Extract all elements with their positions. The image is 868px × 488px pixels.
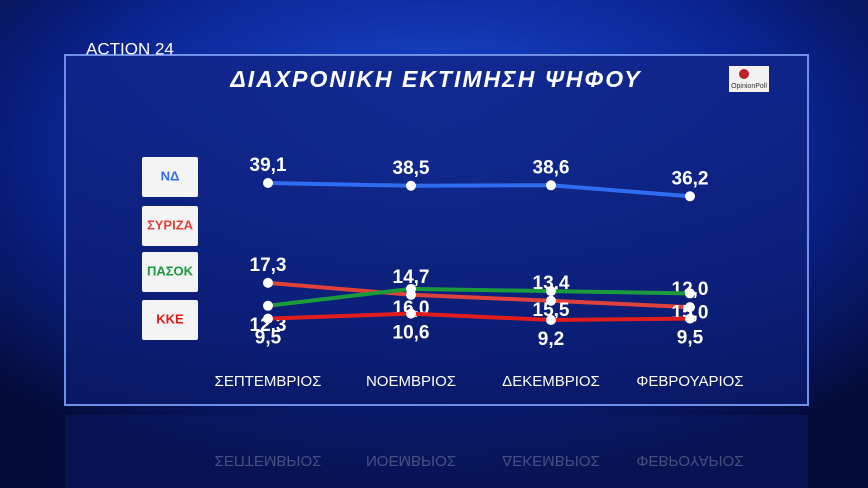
legend-label: ΠΑΣΟΚ — [147, 263, 194, 278]
data-label: 15,5 — [533, 300, 570, 321]
data-point — [685, 302, 695, 313]
x-tick-reflection: ΦΕΒΡΟΥΑΡΙΟΣ — [636, 452, 743, 469]
series-line — [267, 181, 691, 199]
legend-label: ΝΔ — [161, 168, 180, 183]
x-tick-label: ΔΕΚΕΜΒΡΙΟΣ — [502, 373, 600, 390]
x-tick-reflection: ΣΕΠΤΕΜΒΡΙΟΣ — [215, 452, 322, 469]
data-label: 9,5 — [255, 328, 282, 349]
data-point — [685, 313, 695, 324]
data-label: 9,5 — [677, 328, 704, 349]
data-point — [546, 315, 556, 325]
x-tick-reflection: ΔΕΚΕΜΒΡΙΟΣ — [502, 452, 600, 469]
data-point — [546, 180, 556, 191]
data-point — [546, 286, 556, 297]
channel-logo: ACTION 24 — [86, 39, 174, 58]
source-logo-box — [729, 66, 769, 92]
plot: ΣΕΠΤΕΜΒΡΙΟΣ ΣΕΠΤΕΜΒΡΙΟΣ ΝΟΕΜΒΡΙΟΣ ΝΟΕΜΒΡΙΟΣ… — [142, 155, 744, 469]
data-label: 10,6 — [393, 323, 430, 344]
legend-label: ΚΚΕ — [156, 311, 184, 326]
source-logo: OpinionPoll — [731, 83, 767, 90]
data-point — [263, 178, 273, 188]
data-point — [406, 180, 416, 191]
legend-label: ΣΥΡΙΖΑ — [147, 217, 194, 232]
data-label: 38,5 — [393, 158, 430, 179]
x-tick-reflection: ΝΟΕΜΒΡΙΟΣ — [366, 452, 456, 469]
chart-title: ΔΙΑΧΡΟΝΙΚΗ ΕΚΤΙΜΗΣΗ ΨΗΦΟΥ — [229, 66, 642, 92]
legend-box — [142, 300, 198, 340]
data-point — [685, 191, 695, 202]
data-label: 9,2 — [538, 329, 564, 350]
data-label: 17,3 — [250, 255, 287, 276]
legend-box — [142, 252, 198, 292]
data-point — [263, 313, 273, 324]
data-label: 36,2 — [672, 168, 709, 189]
source-logo-dot — [739, 69, 749, 79]
series-line — [267, 311, 691, 323]
x-tick-label: ΝΟΕΜΒΡΙΟΣ — [366, 373, 456, 390]
series-line — [267, 286, 691, 308]
legend-box — [142, 206, 198, 246]
series-line — [267, 280, 691, 310]
x-tick-label: ΣΕΠΤΕΜΒΡΙΟΣ — [215, 373, 322, 390]
data-point — [263, 300, 273, 311]
data-label: 38,6 — [533, 157, 570, 178]
data-label: 14,7 — [393, 267, 430, 288]
data-point — [406, 283, 416, 294]
x-tick-label: ΦΕΒΡΟΥΑΡΙΟΣ — [636, 373, 743, 390]
data-point — [546, 295, 556, 306]
data-point — [406, 308, 416, 319]
reflection-panel — [65, 415, 808, 488]
data-point — [685, 288, 695, 299]
data-label: 13,4 — [533, 273, 570, 294]
legend-box — [142, 157, 198, 197]
data-label: 39,1 — [250, 155, 287, 176]
data-point — [263, 277, 273, 288]
